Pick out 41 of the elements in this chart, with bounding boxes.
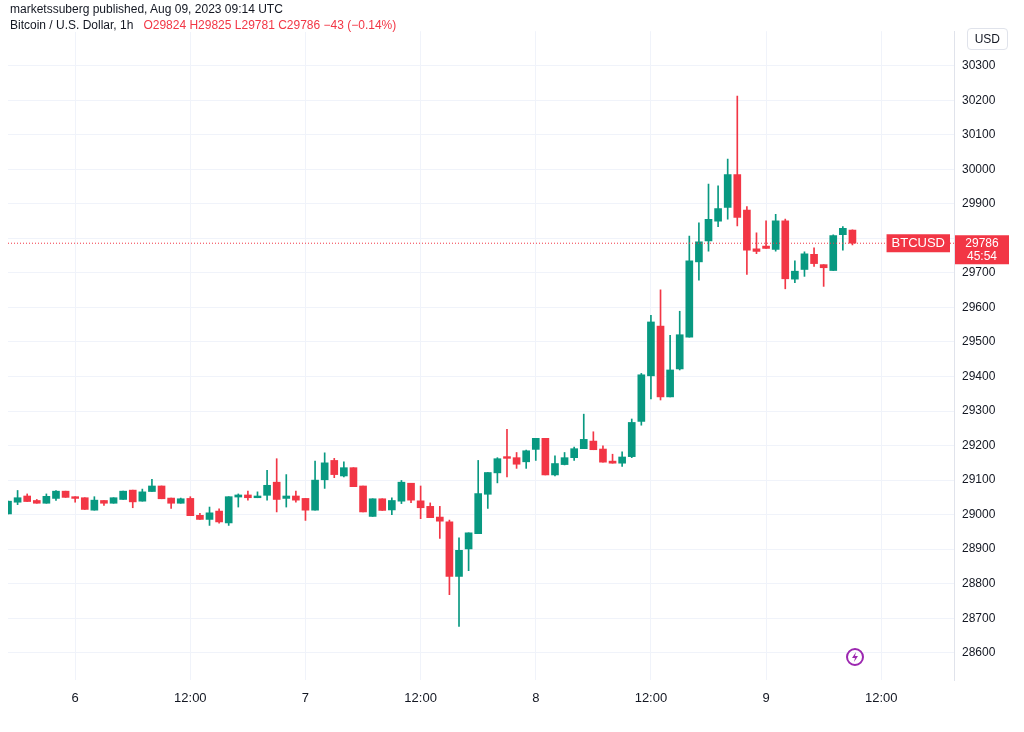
x-tick-label: 6 (71, 689, 79, 705)
candlestick (359, 485, 367, 513)
text: USD (966, 28, 1008, 50)
y-tick-label: 29000 (962, 506, 996, 521)
candlestick (32, 499, 41, 504)
candlestick (176, 497, 185, 504)
y-tick-label: 29600 (962, 299, 996, 314)
y-tick-label: 29400 (962, 368, 996, 383)
x-tick-label: 12:00 (864, 689, 898, 705)
y-tick-label: 29900 (962, 196, 996, 211)
x-tick-label: 9 (762, 689, 770, 705)
y-tick-label: 30300 (962, 58, 996, 73)
candlestick (119, 490, 127, 500)
x-tick-label: 12:00 (174, 689, 207, 705)
text: 45:54 (966, 248, 998, 263)
y-tick-label: 28900 (962, 541, 996, 556)
candlestick (503, 429, 511, 478)
candlestick (80, 497, 89, 510)
y-tick-label: 30200 (962, 92, 996, 107)
x-tick-label: 12:00 (634, 689, 668, 705)
candlestick (71, 496, 79, 503)
y-tick-label: 29500 (962, 334, 996, 349)
ref-line-label: BTCUSD (891, 234, 945, 250)
annotation: O29824 H29825 L29781 C29786 −43 (−0.14%) (143, 18, 397, 32)
y-tick-label: 28600 (962, 645, 996, 660)
chart-subtitle: marketssuberg published, Aug 09, 2023 09:14 UTC (10, 2, 283, 16)
y-tick-label: 28800 (962, 576, 996, 591)
candlestick (100, 500, 108, 506)
y-tick-label: 29100 (962, 472, 996, 487)
y-tick-label: 28700 (962, 610, 996, 625)
candlestick (378, 498, 387, 511)
x-tick-label: 8 (532, 689, 540, 705)
text: 29786 (965, 235, 1000, 250)
chart-title: Bitcoin / U.S. Dollar, 1h (10, 18, 134, 32)
y-tick-label: 29700 (962, 265, 996, 280)
x-tick-label: 7 (301, 689, 310, 705)
x-tick-label: 12:00 (404, 689, 437, 705)
y-tick-label: 30100 (962, 127, 996, 142)
y-tick-label: 29200 (962, 437, 996, 452)
y-tick-label: 29300 (962, 403, 996, 418)
y-tick-label: 30000 (962, 161, 996, 176)
